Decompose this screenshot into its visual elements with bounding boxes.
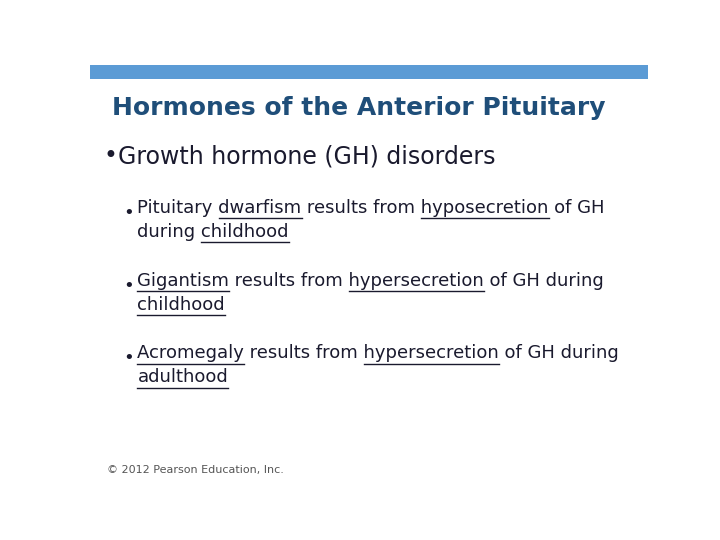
Text: •: • — [124, 349, 134, 367]
Text: Hormones of the Anterior Pituitary: Hormones of the Anterior Pituitary — [112, 97, 606, 120]
Text: •: • — [124, 276, 134, 295]
Text: •: • — [104, 144, 118, 168]
Text: childhood: childhood — [138, 296, 225, 314]
Text: Growth hormone (GH) disorders: Growth hormone (GH) disorders — [118, 144, 495, 168]
Text: © 2012 Pearson Education, Inc.: © 2012 Pearson Education, Inc. — [107, 465, 284, 475]
Text: during childhood: during childhood — [138, 223, 289, 241]
Text: Pituitary dwarfism results from hyposecretion of GH: Pituitary dwarfism results from hyposecr… — [138, 199, 605, 217]
Bar — [90, 65, 648, 79]
Text: •: • — [124, 204, 134, 222]
Text: Gigantism results from hypersecretion of GH during: Gigantism results from hypersecretion of… — [138, 272, 604, 289]
Text: Acromegaly results from hypersecretion of GH during: Acromegaly results from hypersecretion o… — [138, 345, 619, 362]
Text: adulthood: adulthood — [138, 368, 228, 387]
